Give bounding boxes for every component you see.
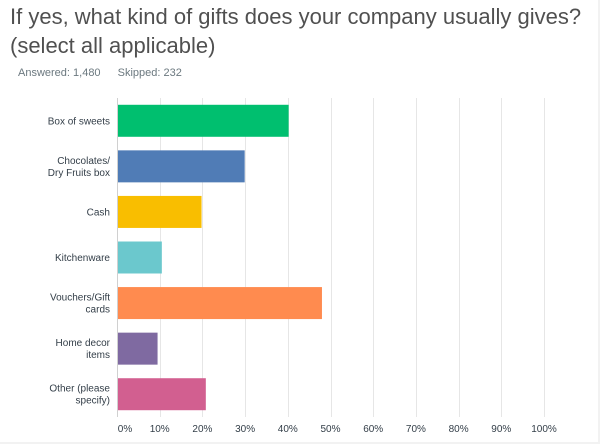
- category-label: Chocolates/Dry Fruits box: [48, 156, 110, 179]
- bar: [118, 195, 202, 228]
- category-label: Box of sweets: [48, 116, 110, 127]
- bar: [118, 241, 162, 274]
- bar: [118, 332, 158, 365]
- x-tick-label: 0%: [118, 424, 133, 435]
- category-label: Other (please specify): [49, 384, 110, 407]
- x-tick-label: 20%: [192, 424, 212, 435]
- bar: [118, 104, 289, 137]
- x-tick-label: 30%: [235, 424, 255, 435]
- category-label: Cash: [87, 207, 110, 218]
- bar: [118, 287, 322, 320]
- category-label: Home decor items: [56, 338, 111, 361]
- question-title-line-2: (select all applicable): [10, 33, 216, 58]
- question-title-line-1: If yes, what kind of gifts does your com…: [10, 4, 582, 29]
- x-tick-label: 40%: [278, 424, 298, 435]
- x-tick-label: 70%: [406, 424, 426, 435]
- bar: [118, 150, 245, 183]
- x-tick-label: 50%: [320, 424, 340, 435]
- question-title: If yes, what kind of gifts does your com…: [10, 2, 598, 60]
- x-tick-label: 10%: [150, 424, 170, 435]
- bar: [118, 378, 206, 411]
- category-label: Vouchers/Gift cards: [50, 293, 110, 316]
- x-tick-label: 60%: [363, 424, 383, 435]
- x-tick-label: 80%: [449, 424, 469, 435]
- skipped-count: Skipped: 232: [117, 67, 182, 79]
- answered-count: Answered: 1,480: [18, 67, 101, 79]
- response-stats: Answered: 1,480 Skipped: 232: [18, 67, 196, 79]
- category-label: Kitchenware: [55, 253, 110, 264]
- x-tick-label: 100%: [531, 424, 557, 435]
- x-tick-label: 90%: [491, 424, 511, 435]
